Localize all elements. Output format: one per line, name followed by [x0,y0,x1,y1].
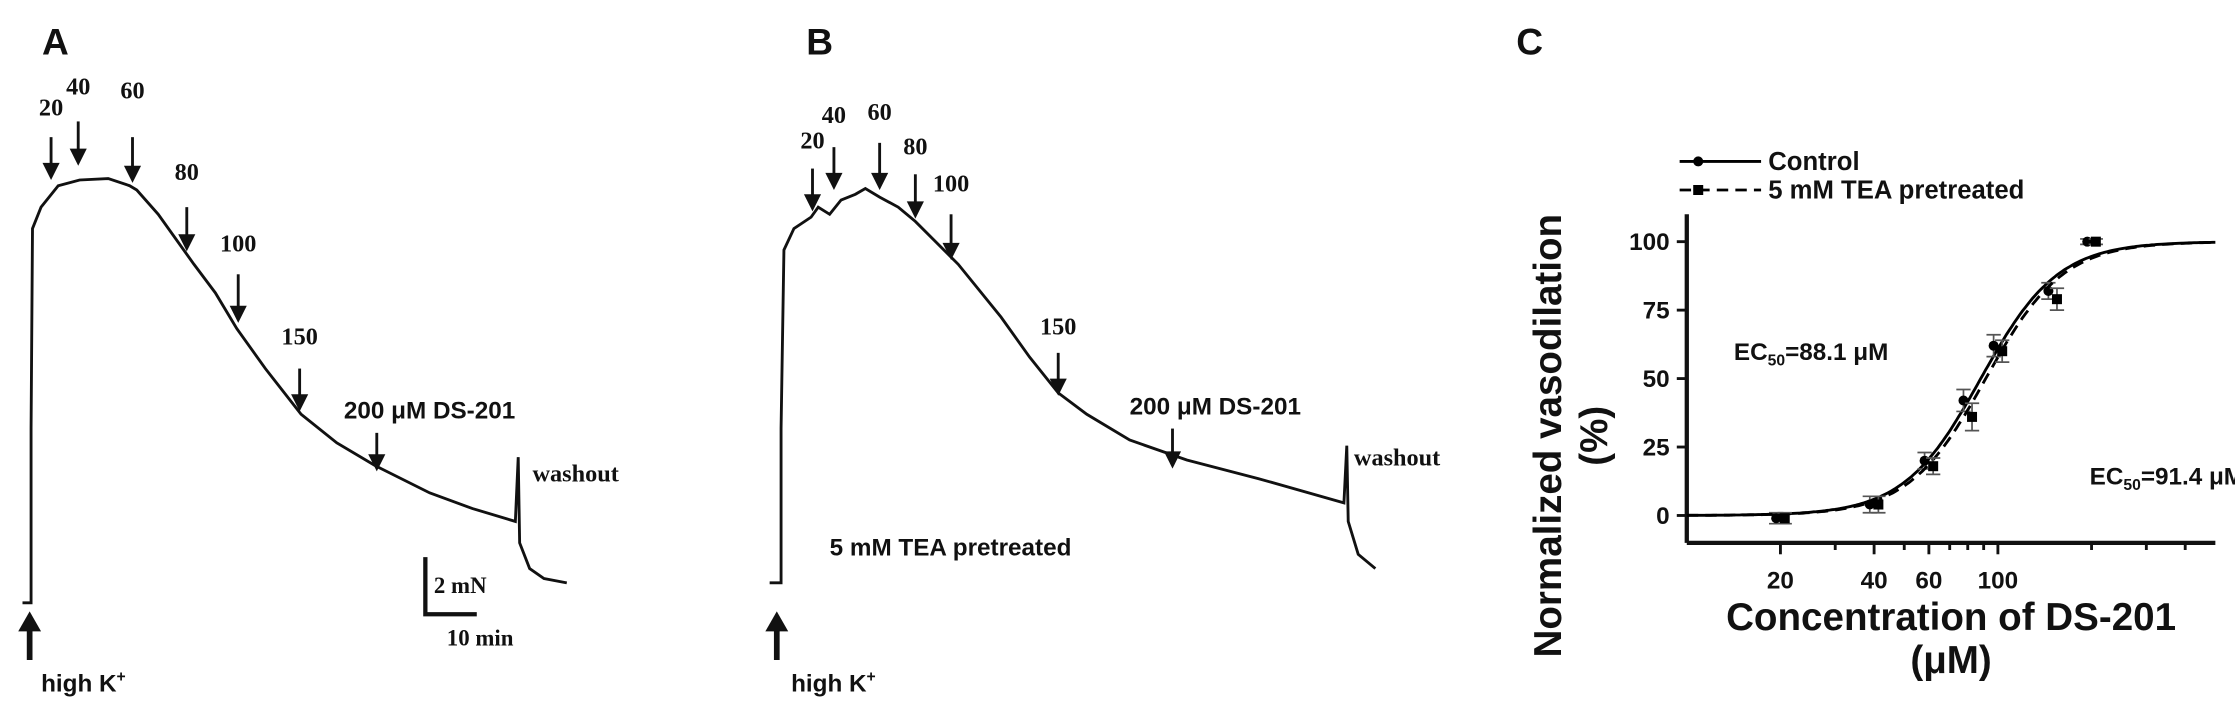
arrow-head [803,194,822,212]
data-point [2090,236,2101,247]
ec50-sub: 50 [2123,477,2141,494]
arrow-head [1163,451,1182,469]
arrow-head [871,172,889,190]
arrow-head [368,454,386,472]
x-tick-label: 100 [1978,568,2018,595]
ec50-text: EC [2090,463,2124,490]
stim-arrow-head [18,611,42,632]
panel-note: 5 mM TEA pretreated [830,535,1072,562]
ec50-value: =91.4 μM [2141,463,2235,490]
concentration-label: 40 [822,102,846,129]
y-tick-label: 0 [1656,503,1670,530]
arrow-head [291,394,309,412]
data-point [1967,411,1978,422]
panel-letter: A [42,20,69,62]
y-tick-label: 75 [1643,298,1670,325]
data-point [1997,346,2008,357]
stim-sup: + [117,668,126,685]
ec50-annotation: EC50=91.4 μM [2090,463,2235,494]
arrow-head [942,242,960,260]
stim-label: high K+ [791,668,876,697]
panel-letter: B [806,20,833,62]
arrow-head [906,201,924,219]
scale-bar [423,557,477,617]
y-tick-label: 50 [1643,366,1670,393]
concentration-label: 20 [800,128,824,155]
arrow-head [1049,378,1067,396]
y-axis-label: (%) [1573,406,1616,466]
y-tick-label: 25 [1643,435,1670,462]
fit-curve [1686,241,2216,517]
y-tick-label: 100 [1629,229,1669,256]
stim-label: high K+ [41,668,126,697]
x-tick-label: 20 [1767,568,1794,595]
concentration-label: 100 [933,170,969,197]
legend-label: Control [1768,148,1859,176]
washout-label: washout [1354,445,1440,472]
arrow-head [178,234,196,252]
legend-label: 5 mM TEA pretreated [1768,177,2024,205]
data-point [1873,499,1884,510]
data-point [1928,461,1939,472]
final-concentration-label: 200 μM DS-201 [1130,393,1301,420]
stim-sup: + [867,668,876,685]
arrow-head [229,305,247,323]
y-axis-label: Normalized vasodilation [1527,214,1570,658]
ec50-text: EC [1734,339,1768,366]
trace [22,177,568,605]
ec50-value: =88.1 μM [1785,339,1888,366]
concentration-label: 60 [120,78,144,105]
ec50-annotation: EC50=88.1 μM [1734,339,1888,370]
arrow-head [42,162,60,180]
arrow-head [825,172,843,190]
trace [769,186,1377,585]
scale-x-label: 10 min [447,626,514,651]
x-tick-label: 60 [1915,568,1942,595]
data-point [2051,294,2062,305]
stim-arrow-head [765,611,789,632]
final-concentration-label: 200 μM DS-201 [344,398,515,425]
x-axis-label: Concentration of DS-201 [1726,596,2176,639]
concentration-label: 40 [66,73,90,100]
ec50-sub: 50 [1768,353,1786,370]
legend-marker [1693,156,1704,167]
legend-marker [1693,185,1704,195]
concentration-label: 100 [220,230,256,257]
scale-y-label: 2 mN [434,573,487,598]
data-point [1988,340,1999,351]
concentration-label: 20 [39,95,63,122]
panel-letter: C [1516,20,1543,62]
data-point [1779,513,1790,524]
concentration-label: 80 [175,159,199,186]
arrow-head [123,165,142,183]
x-tick-label: 40 [1861,568,1888,595]
concentration-label: 80 [903,133,927,160]
arrow-head [69,148,87,166]
concentration-label: 60 [868,99,892,126]
x-axis-label: (μM) [1910,639,1991,682]
stim-text: high K [791,670,867,697]
concentration-label: 150 [281,323,317,350]
fit-curve [1686,240,2216,517]
concentration-label: 150 [1040,313,1076,340]
data-point [1771,513,1782,524]
stim-text: high K [41,670,117,697]
washout-label: washout [533,460,619,487]
